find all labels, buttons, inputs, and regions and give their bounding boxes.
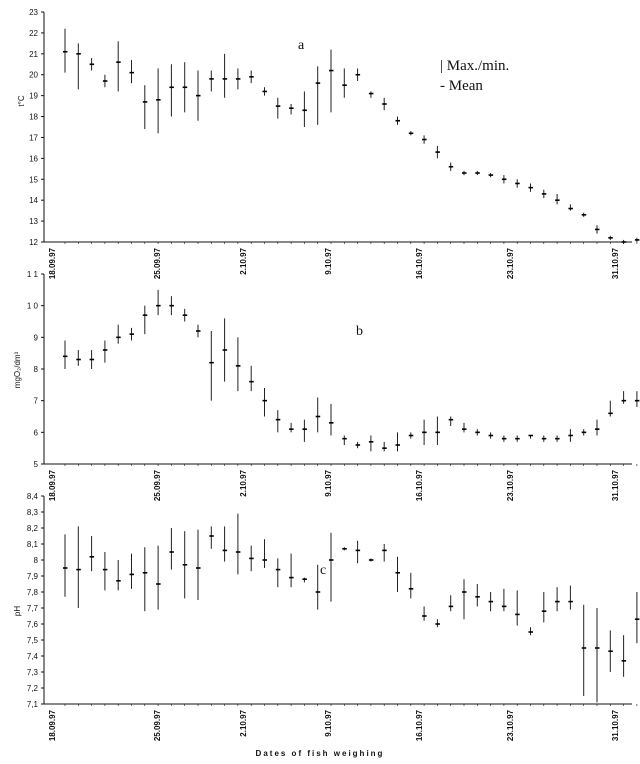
y-tick-label: 8,4 <box>27 492 39 501</box>
y-tick-label: 9 <box>34 333 39 342</box>
y-tick-label: 5 <box>34 460 39 469</box>
y-tick-label: 13 <box>29 217 38 226</box>
panel-a-ylabel: t°C <box>17 95 26 106</box>
y-tick-label: 8,2 <box>27 524 39 533</box>
y-tick-label: 22 <box>29 29 38 38</box>
y-tick-label: 12 <box>29 238 38 247</box>
x-tick-label: 25.09.97 <box>153 247 162 279</box>
y-tick-label: 6 <box>34 428 39 437</box>
y-tick-label: 8 <box>34 556 39 565</box>
x-tick-label: 2.10.97 <box>239 247 248 274</box>
y-tick-label: 21 <box>29 50 38 59</box>
panel-c-ph: 7,1 7,2 7,3 7,4 7,5 7,6 7,7 7,8 7,9 8 8,1 8,2 8,3 8,4… <box>27 492 640 741</box>
x-tick-label: 2.10.97 <box>239 709 248 736</box>
y-tick-label: 7,9 <box>27 572 39 581</box>
y-tick-label: 7,4 <box>27 652 39 661</box>
panel-b-label: b <box>356 324 363 339</box>
x-tick-label: 16.10.97 <box>415 247 424 279</box>
y-tick-label: 16 <box>29 154 38 163</box>
panel-a-temperature: 12 13 14 15 16 17 18 19 20 21 22 23 18.09.97 25.09.97… <box>29 8 640 279</box>
x-tick-label: 23.10.97 <box>506 709 515 741</box>
x-tick-label: 18.09.97 <box>48 709 57 741</box>
x-tick-label: 18.09.97 <box>48 247 57 279</box>
y-tick-label: 19 <box>29 92 38 101</box>
x-tick-label: 16.10.97 <box>415 709 424 741</box>
x-tick-label: 31.10.97 <box>611 709 620 741</box>
y-tick-label: 8 <box>34 365 39 374</box>
x-tick-label: 31.10.97 <box>611 247 620 279</box>
x-tick-label: 25.09.97 <box>153 469 162 501</box>
panel-c-ylabel: pH <box>13 606 22 616</box>
y-tick-label: 7 <box>34 397 39 406</box>
y-tick-label: 23 <box>29 8 38 17</box>
x-tick-label: 9.10.97 <box>324 469 333 496</box>
x-tick-label: 31.10.97 <box>611 469 620 501</box>
x-tick-label: 23.10.97 <box>506 469 515 501</box>
y-tick-label: 17 <box>29 133 38 142</box>
y-tick-label: 7,7 <box>27 604 39 613</box>
x-tick-label: 9.10.97 <box>324 709 333 736</box>
x-tick-label: 16.10.97 <box>415 469 424 501</box>
y-tick-label: 7,8 <box>27 588 39 597</box>
y-tick-label: 7,3 <box>27 668 39 677</box>
y-tick-label: 7,5 <box>27 636 39 645</box>
legend-maxmin: | Max./min. <box>440 58 509 74</box>
y-tick-label: 8,3 <box>27 508 39 517</box>
y-tick-label: 20 <box>29 71 38 80</box>
y-tick-label: 1 1 <box>27 270 39 279</box>
x-tick-label: 23.10.97 <box>506 247 515 279</box>
x-tick-label: 18.09.97 <box>48 469 57 501</box>
y-tick-label: 14 <box>29 196 38 205</box>
x-tick-label: 2.10.97 <box>239 469 248 496</box>
y-tick-label: 7,2 <box>27 684 39 693</box>
legend-mean: - Mean <box>440 78 483 94</box>
y-tick-label: 1 0 <box>27 302 39 311</box>
x-tick-label: 25.09.97 <box>153 709 162 741</box>
x-tick-label: 9.10.97 <box>324 247 333 274</box>
y-tick-label: 7,6 <box>27 620 39 629</box>
y-tick-label: 8,1 <box>27 540 39 549</box>
x-axis-title: Dates of fish weighing <box>256 749 385 758</box>
panel-c-label: c <box>320 563 326 578</box>
y-tick-label: 18 <box>29 113 38 122</box>
panel-a-label: a <box>298 38 305 53</box>
panel-b-ylabel: mgO₂/dm³ <box>13 351 22 388</box>
y-tick-label: 7,1 <box>27 700 39 709</box>
y-tick-label: 15 <box>29 175 38 184</box>
